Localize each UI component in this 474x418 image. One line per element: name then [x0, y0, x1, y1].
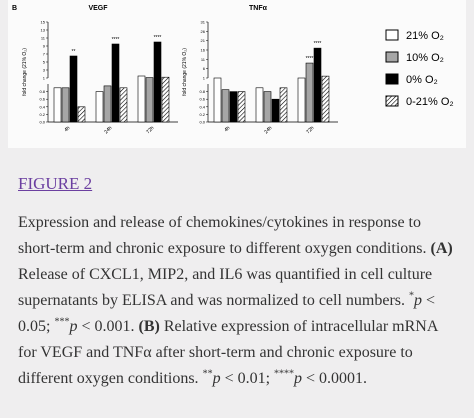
y-axis-label: fold change (21% O₂) [22, 48, 28, 96]
y-tick-label: 11 [41, 36, 46, 41]
bar [237, 91, 246, 123]
bar [263, 91, 272, 123]
y-tick-label: 0.0 [199, 120, 205, 125]
caption-italic: p [294, 370, 303, 387]
y-tick-label: 0.2 [39, 112, 45, 117]
y-tick-label: 15 [41, 20, 46, 25]
significance: ** [72, 49, 76, 55]
x-tick-label: 24h [263, 125, 273, 135]
legend-swatch [385, 95, 399, 107]
caption-text: < 0.01; [220, 370, 275, 387]
bar [229, 91, 238, 123]
caption-bold: (B) [138, 318, 160, 335]
caption-sup: *** [54, 316, 70, 328]
legend-label: 21% O₂ [406, 30, 444, 42]
figure: B VEGF fold change (21% O₂) 0.0 0.2 0.4 0.6 0.… [8, 0, 466, 148]
bar [137, 75, 146, 123]
panel-label: B [12, 5, 17, 12]
panel-title: TNFα [249, 5, 268, 12]
caption-sup: * [409, 290, 415, 302]
caption-italic: p [212, 370, 221, 387]
bar [119, 87, 128, 123]
bar [321, 75, 330, 123]
bar [279, 87, 288, 123]
legend-swatch [385, 51, 399, 63]
caption-text: < 0.001. [77, 318, 139, 335]
legend-swatch [385, 29, 399, 41]
bar [271, 98, 280, 123]
y-tick-label: 11 [201, 57, 206, 62]
caption-text: Release of CXCL1, MIP2, and IL6 was quan… [18, 266, 433, 309]
bar [111, 43, 120, 123]
caption-italic: p [414, 292, 423, 309]
caption-sup: **** [274, 368, 295, 380]
legend-swatch [385, 73, 399, 85]
y-tick-label: 9 [43, 44, 46, 49]
x-tick-label: 72h [145, 125, 155, 135]
y-tick-label: 0.8 [199, 89, 205, 94]
panel: TNFα fold change (21% O₂) 0.0 0.2 0.4 0.6 0.8 1… [182, 5, 338, 135]
y-tick-label: 16 [201, 48, 206, 53]
y-tick-label: 0.4 [39, 104, 45, 109]
bar [145, 77, 154, 123]
bar [313, 47, 322, 123]
panel: VEGF fold change (21% O₂) 0.0 0.2 0.4 0.6 0.8 1… [22, 5, 178, 135]
y-tick-label: 5 [43, 60, 46, 65]
y-tick-label: 21 [201, 38, 206, 43]
y-tick-label: 26 [201, 29, 206, 34]
bar [255, 87, 264, 123]
caption-italic: p [69, 318, 78, 335]
legend-label: 10% O₂ [406, 52, 444, 64]
bar [161, 76, 170, 123]
significance: **** [314, 41, 322, 47]
bar [77, 106, 86, 123]
bar [297, 77, 306, 123]
bar [305, 62, 314, 123]
y-tick-label: 0.6 [39, 97, 45, 102]
y-tick-label: 0.0 [39, 120, 45, 125]
y-tick-label: 0.4 [199, 104, 205, 109]
y-tick-label: 7 [43, 52, 46, 57]
caption-text: Relative expression of intracellular mRN… [18, 318, 438, 387]
bar [53, 87, 62, 123]
x-tick-label: 72h [305, 125, 315, 135]
x-tick-label: 24h [103, 125, 113, 135]
y-axis-label: fold change (21% O₂) [182, 48, 188, 96]
caption-text: < 0.0001. [302, 370, 368, 387]
bar [153, 41, 162, 123]
caption: Expression and release of chemokines/cyt… [18, 210, 458, 392]
y-tick-label: 1 [43, 76, 46, 81]
significance: **** [112, 37, 120, 43]
y-tick-label: 13 [41, 28, 46, 33]
x-tick-label: 4h [223, 125, 231, 133]
significance: **** [154, 35, 162, 41]
bar [103, 85, 112, 123]
bar [213, 77, 222, 123]
panel-title: VEGF [88, 5, 108, 12]
y-tick-label: 0.6 [199, 97, 205, 102]
bar [221, 89, 230, 123]
y-tick-label: 1 [203, 76, 206, 81]
y-tick-label: 3 [43, 68, 46, 73]
legend-label: 0-21% O₂ [406, 96, 454, 108]
legend-label: 0% O₂ [406, 74, 438, 86]
caption-text: Expression and release of chemokines/cyt… [18, 214, 431, 257]
caption-sup: ** [202, 368, 213, 380]
bar [95, 91, 104, 123]
bar [61, 87, 70, 123]
y-tick-label: 31 [201, 20, 206, 25]
y-tick-label: 6 [203, 66, 206, 71]
caption-bold: (A) [430, 240, 453, 257]
y-tick-label: 0.2 [199, 112, 205, 117]
y-tick-label: 0.8 [39, 89, 45, 94]
caption-text: < 0.05; [18, 292, 436, 335]
significance: **** [306, 56, 314, 62]
bar [69, 55, 78, 123]
x-tick-label: 4h [63, 125, 71, 133]
figure-label[interactable]: FIGURE 2 [18, 174, 93, 193]
